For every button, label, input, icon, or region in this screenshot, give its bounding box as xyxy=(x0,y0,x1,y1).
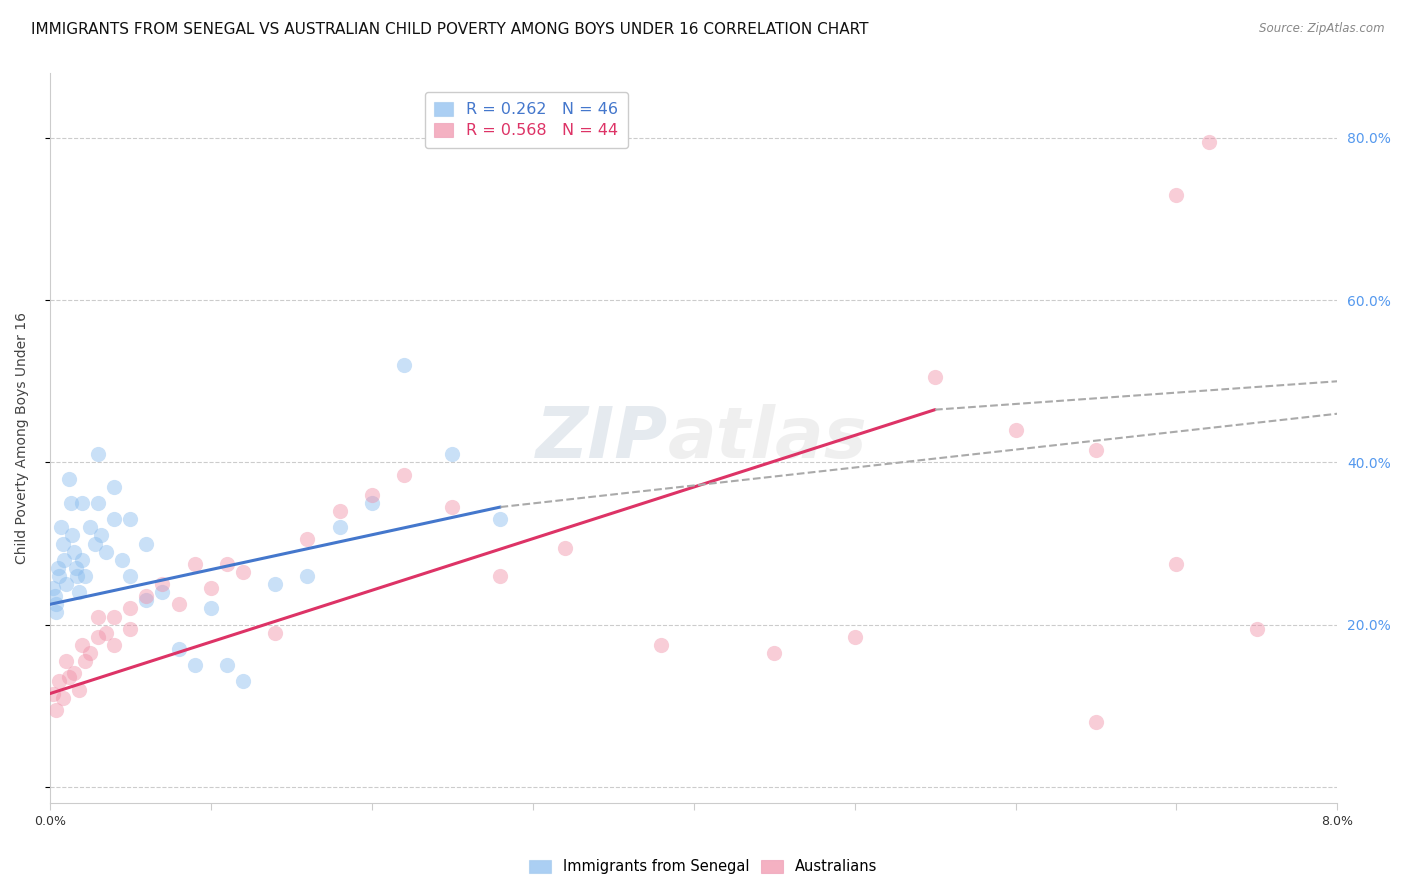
Point xyxy=(152,585,174,599)
Legend: R = 0.262   N = 46, R = 0.568   N = 44: R = 0.262 N = 46, R = 0.568 N = 44 xyxy=(425,92,628,148)
Point xyxy=(200,581,222,595)
Point xyxy=(63,666,86,681)
Point xyxy=(58,472,80,486)
Point xyxy=(1166,187,1188,202)
Point xyxy=(70,496,93,510)
Point xyxy=(554,541,576,555)
Point xyxy=(59,496,82,510)
Point xyxy=(1004,423,1026,437)
Point xyxy=(441,447,464,461)
Point xyxy=(328,520,350,534)
Point xyxy=(52,690,75,705)
Point xyxy=(96,544,118,558)
Point xyxy=(183,557,205,571)
Point xyxy=(392,467,415,482)
Point xyxy=(79,646,101,660)
Point xyxy=(360,488,382,502)
Point xyxy=(1198,135,1220,149)
Point xyxy=(90,528,112,542)
Y-axis label: Child Poverty Among Boys Under 16: Child Poverty Among Boys Under 16 xyxy=(15,312,30,564)
Point xyxy=(1166,557,1188,571)
Point xyxy=(135,593,157,607)
Point xyxy=(45,703,67,717)
Point xyxy=(441,500,464,514)
Point xyxy=(120,622,142,636)
Point xyxy=(65,561,87,575)
Point xyxy=(42,581,65,595)
Point xyxy=(96,625,118,640)
Point xyxy=(120,512,142,526)
Point xyxy=(75,654,97,668)
Point xyxy=(45,598,67,612)
Point xyxy=(167,642,190,657)
Point xyxy=(48,569,70,583)
Point xyxy=(167,598,190,612)
Point xyxy=(183,658,205,673)
Text: atlas: atlas xyxy=(668,403,868,473)
Point xyxy=(87,447,110,461)
Point xyxy=(120,569,142,583)
Point xyxy=(360,496,382,510)
Point xyxy=(120,601,142,615)
Point xyxy=(83,536,105,550)
Text: ZIP: ZIP xyxy=(536,403,668,473)
Point xyxy=(215,658,238,673)
Point xyxy=(328,504,350,518)
Point xyxy=(297,569,319,583)
Point xyxy=(52,536,75,550)
Point xyxy=(66,569,89,583)
Point xyxy=(87,496,110,510)
Point xyxy=(103,512,125,526)
Legend: Immigrants from Senegal, Australians: Immigrants from Senegal, Australians xyxy=(523,854,883,880)
Point xyxy=(55,654,77,668)
Point xyxy=(232,674,254,689)
Point xyxy=(53,553,76,567)
Point xyxy=(60,528,83,542)
Point xyxy=(55,577,77,591)
Point xyxy=(45,606,67,620)
Point xyxy=(67,585,90,599)
Point xyxy=(111,553,134,567)
Point xyxy=(763,646,786,660)
Point xyxy=(44,589,66,603)
Point xyxy=(297,533,319,547)
Point xyxy=(87,630,110,644)
Point xyxy=(232,565,254,579)
Point xyxy=(67,682,90,697)
Text: Source: ZipAtlas.com: Source: ZipAtlas.com xyxy=(1260,22,1385,36)
Point xyxy=(1085,714,1108,729)
Point xyxy=(152,577,174,591)
Point xyxy=(42,687,65,701)
Point xyxy=(103,609,125,624)
Point xyxy=(46,561,69,575)
Point xyxy=(49,520,72,534)
Point xyxy=(135,589,157,603)
Point xyxy=(489,512,512,526)
Point xyxy=(1246,622,1268,636)
Point xyxy=(264,577,287,591)
Point xyxy=(135,536,157,550)
Point xyxy=(48,674,70,689)
Point xyxy=(489,569,512,583)
Point xyxy=(70,638,93,652)
Point xyxy=(79,520,101,534)
Point xyxy=(844,630,866,644)
Point xyxy=(103,638,125,652)
Point xyxy=(650,638,672,652)
Point xyxy=(924,370,946,384)
Point xyxy=(1085,443,1108,458)
Point xyxy=(87,609,110,624)
Point xyxy=(70,553,93,567)
Point xyxy=(200,601,222,615)
Text: IMMIGRANTS FROM SENEGAL VS AUSTRALIAN CHILD POVERTY AMONG BOYS UNDER 16 CORRELAT: IMMIGRANTS FROM SENEGAL VS AUSTRALIAN CH… xyxy=(31,22,869,37)
Point xyxy=(392,358,415,372)
Point xyxy=(58,670,80,684)
Point xyxy=(264,625,287,640)
Point xyxy=(215,557,238,571)
Point xyxy=(75,569,97,583)
Point xyxy=(63,544,86,558)
Point xyxy=(103,480,125,494)
